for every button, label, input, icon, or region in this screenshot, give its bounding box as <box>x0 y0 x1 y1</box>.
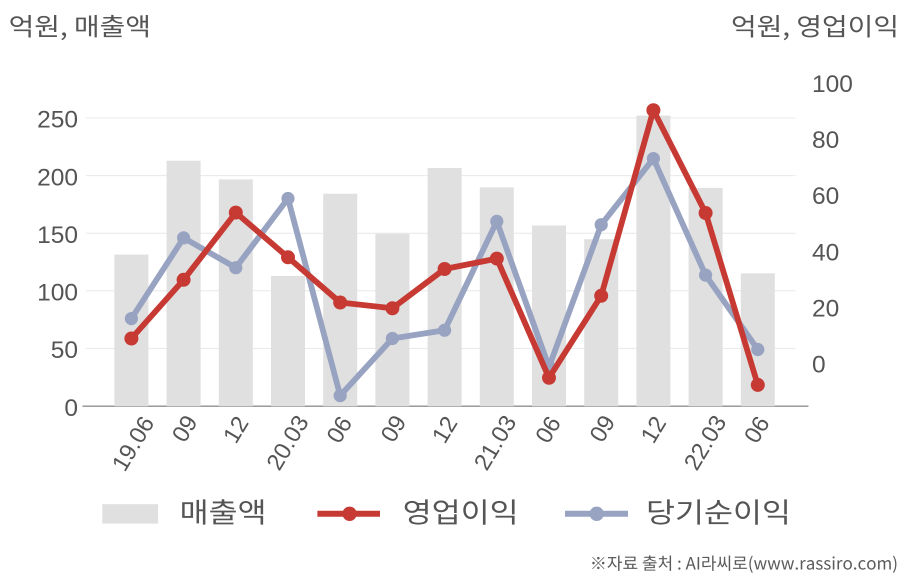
svg-text:0: 0 <box>64 395 78 422</box>
svg-text:100: 100 <box>37 280 78 307</box>
svg-text:20: 20 <box>812 295 839 322</box>
svg-text:40: 40 <box>812 239 839 266</box>
svg-text:50: 50 <box>51 337 78 364</box>
svg-text:200: 200 <box>37 164 78 191</box>
svg-text:60: 60 <box>812 183 839 210</box>
svg-text:0: 0 <box>812 352 826 379</box>
svg-text:250: 250 <box>37 107 78 134</box>
svg-text:100: 100 <box>812 71 853 98</box>
svg-text:150: 150 <box>37 222 78 249</box>
svg-text:80: 80 <box>812 127 839 154</box>
